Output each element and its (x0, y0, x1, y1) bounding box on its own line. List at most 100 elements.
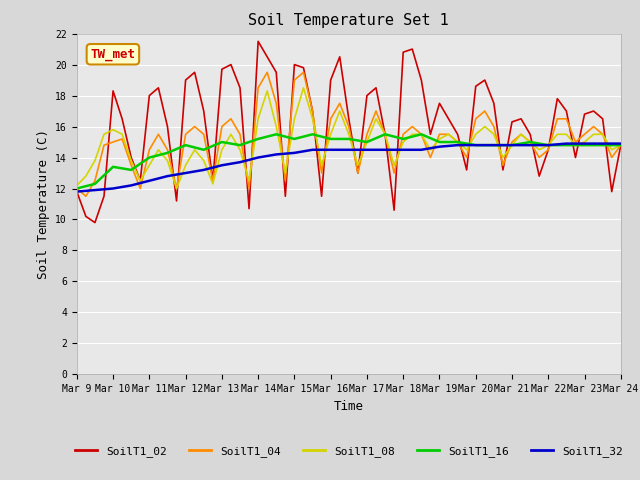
SoilT1_32 (145, 178, 153, 184)
SoilT1_16 (109, 164, 117, 170)
SoilT1_08 (191, 147, 198, 153)
SoilT1_08 (617, 142, 625, 148)
SoilT1_16 (164, 150, 172, 156)
SoilT1_32 (236, 159, 244, 165)
SoilT1_32 (127, 182, 135, 188)
SoilT1_32 (526, 142, 534, 148)
SoilT1_04 (82, 193, 90, 199)
SoilT1_32 (563, 141, 570, 146)
SoilT1_32 (490, 142, 498, 148)
SoilT1_32 (254, 155, 262, 160)
SoilT1_04 (381, 132, 389, 137)
SoilT1_32 (308, 147, 316, 153)
SoilT1_32 (399, 147, 407, 153)
SoilT1_02 (73, 189, 81, 194)
SoilT1_32 (273, 152, 280, 157)
SoilT1_16 (254, 136, 262, 142)
SoilT1_04 (264, 70, 271, 75)
Legend: SoilT1_02, SoilT1_04, SoilT1_08, SoilT1_16, SoilT1_32: SoilT1_02, SoilT1_04, SoilT1_08, SoilT1_… (70, 441, 627, 461)
SoilT1_02 (563, 108, 570, 114)
SoilT1_32 (599, 141, 607, 146)
SoilT1_16 (599, 142, 607, 148)
SoilT1_32 (218, 162, 226, 168)
Line: SoilT1_32: SoilT1_32 (77, 144, 621, 192)
SoilT1_16 (345, 136, 353, 142)
SoilT1_32 (454, 142, 461, 148)
SoilT1_16 (436, 139, 444, 145)
SoilT1_16 (218, 139, 226, 145)
SoilT1_04 (282, 178, 289, 184)
SoilT1_08 (73, 182, 81, 188)
SoilT1_16 (526, 139, 534, 145)
SoilT1_32 (200, 167, 207, 173)
SoilT1_32 (73, 189, 81, 194)
SoilT1_32 (580, 141, 588, 146)
Title: Soil Temperature Set 1: Soil Temperature Set 1 (248, 13, 449, 28)
SoilT1_08 (209, 181, 216, 187)
SoilT1_32 (545, 142, 552, 148)
SoilT1_04 (417, 132, 425, 137)
Y-axis label: Soil Temperature (C): Soil Temperature (C) (36, 129, 50, 279)
Line: SoilT1_02: SoilT1_02 (77, 41, 621, 223)
SoilT1_04 (73, 186, 81, 192)
SoilT1_32 (345, 147, 353, 153)
SoilT1_02 (381, 132, 389, 137)
SoilT1_02 (417, 77, 425, 83)
Line: SoilT1_04: SoilT1_04 (77, 72, 621, 196)
SoilT1_16 (545, 142, 552, 148)
SoilT1_16 (580, 142, 588, 148)
Line: SoilT1_16: SoilT1_16 (77, 134, 621, 189)
SoilT1_08 (381, 132, 389, 137)
SoilT1_32 (381, 147, 389, 153)
SoilT1_16 (617, 142, 625, 148)
SoilT1_04 (191, 124, 198, 130)
SoilT1_32 (363, 147, 371, 153)
Text: TW_met: TW_met (90, 48, 136, 61)
SoilT1_02 (254, 38, 262, 44)
SoilT1_16 (91, 181, 99, 187)
SoilT1_02 (282, 193, 289, 199)
SoilT1_16 (508, 142, 516, 148)
SoilT1_02 (617, 142, 625, 148)
SoilT1_02 (209, 178, 216, 184)
SoilT1_04 (617, 142, 625, 148)
SoilT1_08 (417, 132, 425, 137)
SoilT1_04 (563, 116, 570, 121)
SoilT1_16 (399, 136, 407, 142)
SoilT1_16 (327, 136, 335, 142)
SoilT1_16 (236, 142, 244, 148)
SoilT1_02 (191, 70, 198, 75)
SoilT1_16 (145, 155, 153, 160)
SoilT1_16 (454, 139, 461, 145)
SoilT1_32 (436, 144, 444, 150)
SoilT1_32 (291, 150, 298, 156)
SoilT1_16 (291, 136, 298, 142)
SoilT1_16 (563, 142, 570, 148)
SoilT1_16 (417, 132, 425, 137)
SoilT1_16 (363, 139, 371, 145)
SoilT1_32 (182, 170, 189, 176)
SoilT1_16 (308, 132, 316, 137)
SoilT1_16 (273, 132, 280, 137)
SoilT1_32 (91, 187, 99, 193)
SoilT1_16 (127, 167, 135, 173)
SoilT1_32 (617, 141, 625, 146)
SoilT1_08 (173, 186, 180, 192)
Line: SoilT1_08: SoilT1_08 (77, 88, 621, 189)
SoilT1_32 (417, 147, 425, 153)
SoilT1_16 (381, 132, 389, 137)
SoilT1_32 (472, 142, 479, 148)
SoilT1_32 (327, 147, 335, 153)
SoilT1_16 (182, 142, 189, 148)
SoilT1_32 (109, 186, 117, 192)
SoilT1_16 (472, 142, 479, 148)
SoilT1_02 (91, 220, 99, 226)
SoilT1_04 (209, 178, 216, 184)
SoilT1_08 (563, 132, 570, 137)
SoilT1_16 (490, 142, 498, 148)
SoilT1_32 (508, 142, 516, 148)
SoilT1_08 (273, 124, 280, 130)
SoilT1_08 (300, 85, 307, 91)
X-axis label: Time: Time (334, 400, 364, 413)
SoilT1_16 (200, 147, 207, 153)
